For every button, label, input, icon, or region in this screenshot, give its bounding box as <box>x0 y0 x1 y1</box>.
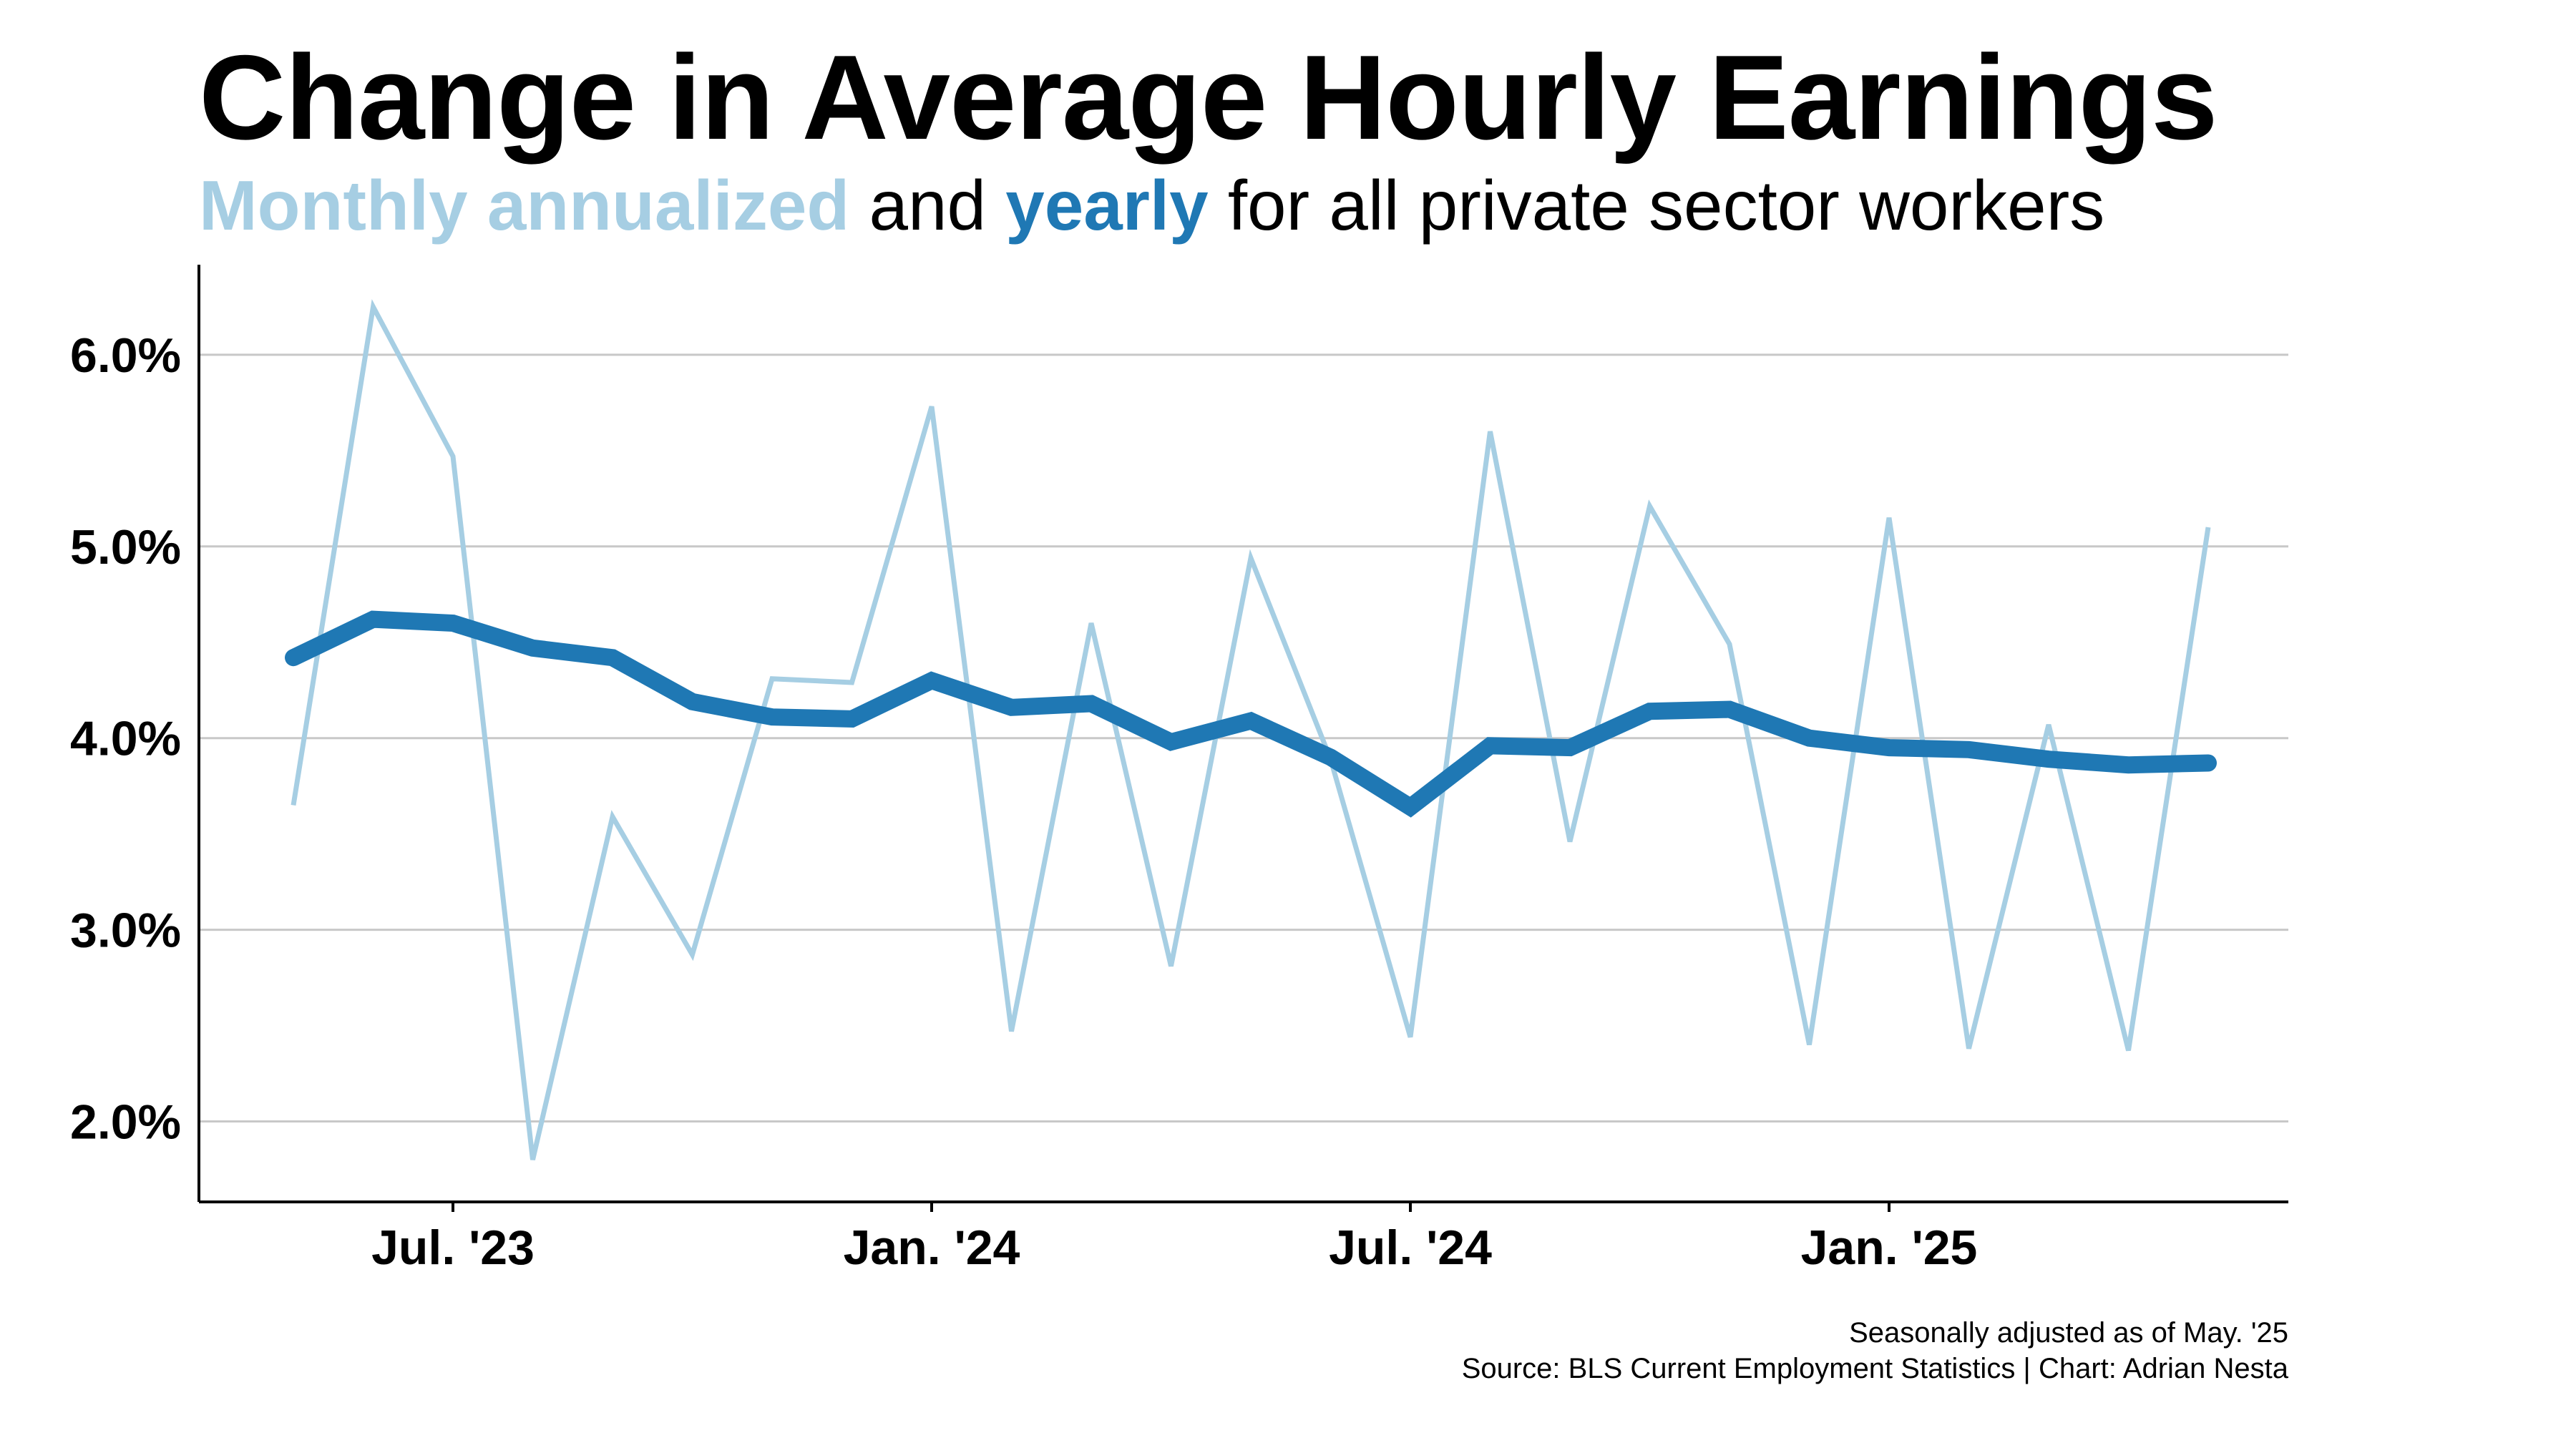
subtitle-yearly-label: yearly <box>1005 166 1209 245</box>
subtitle-and: and <box>849 166 1006 245</box>
yearly-line <box>285 610 2217 818</box>
subtitle-monthly-label: Monthly annualized <box>199 166 850 245</box>
series-lines <box>285 299 2217 1160</box>
y-tick-label: 3.0% <box>70 904 181 958</box>
monthly-annualized-line <box>291 299 2211 1160</box>
x-tick-label: Jul. '23 <box>371 1221 535 1275</box>
x-tick-label: Jan. '24 <box>844 1221 1020 1275</box>
footer-note: Seasonally adjusted as of May. '25 <box>1849 1317 2288 1349</box>
subtitle-rest: for all private sector workers <box>1208 166 2105 245</box>
x-tick-label: Jan. '25 <box>1801 1221 1978 1275</box>
chart-title: Change in Average Hourly Earnings <box>199 30 2218 165</box>
chart-subtitle: Monthly annualized and yearly for all pr… <box>199 170 2104 240</box>
y-tick-labels: 2.0% 3.0% 4.0% 5.0% 6.0% <box>70 328 181 1150</box>
y-tick-label: 5.0% <box>70 520 181 574</box>
x-tick-labels: Jul. '23 Jan. '24 Jul. '24 Jan. '25 <box>371 1202 1977 1275</box>
y-tick-label: 6.0% <box>70 328 181 383</box>
footer-source: Source: BLS Current Employment Statistic… <box>1461 1353 2288 1384</box>
gridlines <box>199 353 2288 1122</box>
x-tick-label: Jul. '24 <box>1329 1221 1492 1275</box>
y-tick-label: 4.0% <box>70 712 181 766</box>
y-tick-label: 2.0% <box>70 1095 181 1149</box>
axes <box>197 265 2288 1203</box>
